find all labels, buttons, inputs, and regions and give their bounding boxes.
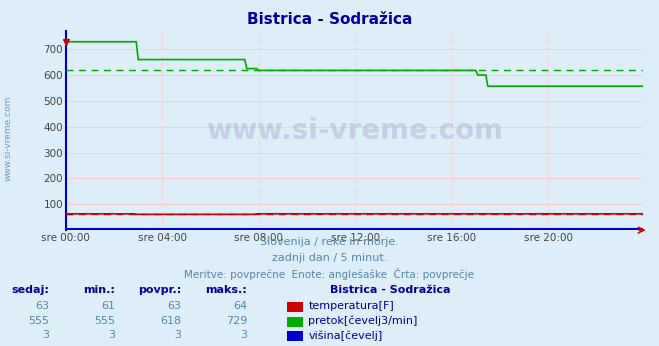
- Text: povpr.:: povpr.:: [138, 285, 181, 295]
- Text: 3: 3: [174, 330, 181, 340]
- Text: 3: 3: [240, 330, 247, 340]
- Text: www.si-vreme.com: www.si-vreme.com: [4, 96, 13, 181]
- Text: 3: 3: [42, 330, 49, 340]
- Text: Meritve: povprečne  Enote: anglešaške  Črta: povprečje: Meritve: povprečne Enote: anglešaške Črt…: [185, 268, 474, 280]
- Text: pretok[čevelj3/min]: pretok[čevelj3/min]: [308, 316, 418, 326]
- Text: 63: 63: [36, 301, 49, 311]
- Text: Bistrica - Sodražica: Bistrica - Sodražica: [330, 285, 450, 295]
- Text: sedaj:: sedaj:: [12, 285, 49, 295]
- Text: 555: 555: [94, 316, 115, 326]
- Text: 729: 729: [226, 316, 247, 326]
- Text: min.:: min.:: [84, 285, 115, 295]
- Text: Bistrica - Sodražica: Bistrica - Sodražica: [247, 12, 412, 27]
- Text: www.si-vreme.com: www.si-vreme.com: [206, 117, 503, 145]
- Text: 63: 63: [167, 301, 181, 311]
- Text: 3: 3: [108, 330, 115, 340]
- Text: 555: 555: [28, 316, 49, 326]
- Text: višina[čevelj]: višina[čevelj]: [308, 330, 383, 340]
- Text: 61: 61: [101, 301, 115, 311]
- Text: zadnji dan / 5 minut.: zadnji dan / 5 minut.: [272, 253, 387, 263]
- Text: 64: 64: [233, 301, 247, 311]
- Text: maks.:: maks.:: [206, 285, 247, 295]
- Text: 618: 618: [160, 316, 181, 326]
- Text: Slovenija / reke in morje.: Slovenija / reke in morje.: [260, 237, 399, 247]
- Text: temperatura[F]: temperatura[F]: [308, 301, 394, 311]
